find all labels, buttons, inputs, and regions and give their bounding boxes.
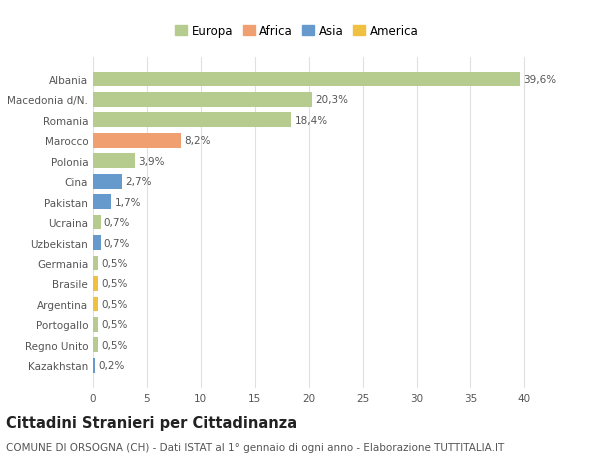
Text: 2,7%: 2,7%: [125, 177, 152, 187]
Text: 8,2%: 8,2%: [185, 136, 211, 146]
Bar: [93, 338, 98, 353]
Bar: [93, 113, 292, 128]
Bar: [93, 276, 98, 291]
Text: 0,5%: 0,5%: [101, 258, 128, 269]
Text: 18,4%: 18,4%: [295, 116, 328, 126]
Text: COMUNE DI ORSOGNA (CH) - Dati ISTAT al 1° gennaio di ogni anno - Elaborazione TU: COMUNE DI ORSOGNA (CH) - Dati ISTAT al 1…: [6, 442, 504, 452]
Text: 0,5%: 0,5%: [101, 340, 128, 350]
Text: 0,5%: 0,5%: [101, 299, 128, 309]
Bar: [93, 174, 122, 189]
Text: 0,7%: 0,7%: [104, 218, 130, 228]
Bar: [93, 358, 95, 373]
Text: 0,5%: 0,5%: [101, 279, 128, 289]
Bar: [93, 73, 520, 87]
Text: 0,2%: 0,2%: [98, 360, 125, 370]
Text: 3,9%: 3,9%: [139, 157, 165, 166]
Bar: [93, 93, 312, 107]
Bar: [93, 195, 112, 210]
Text: 1,7%: 1,7%: [115, 197, 141, 207]
Text: 20,3%: 20,3%: [315, 95, 348, 105]
Bar: [93, 256, 98, 271]
Text: 0,5%: 0,5%: [101, 319, 128, 330]
Bar: [93, 235, 101, 250]
Bar: [93, 317, 98, 332]
Bar: [93, 134, 181, 148]
Text: 39,6%: 39,6%: [523, 75, 556, 85]
Bar: [93, 154, 135, 169]
Text: 0,7%: 0,7%: [104, 238, 130, 248]
Bar: [93, 215, 101, 230]
Bar: [93, 297, 98, 312]
Legend: Europa, Africa, Asia, America: Europa, Africa, Asia, America: [170, 20, 423, 43]
Text: Cittadini Stranieri per Cittadinanza: Cittadini Stranieri per Cittadinanza: [6, 415, 297, 431]
